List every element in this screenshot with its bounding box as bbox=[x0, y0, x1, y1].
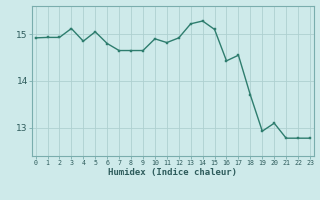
X-axis label: Humidex (Indice chaleur): Humidex (Indice chaleur) bbox=[108, 168, 237, 177]
